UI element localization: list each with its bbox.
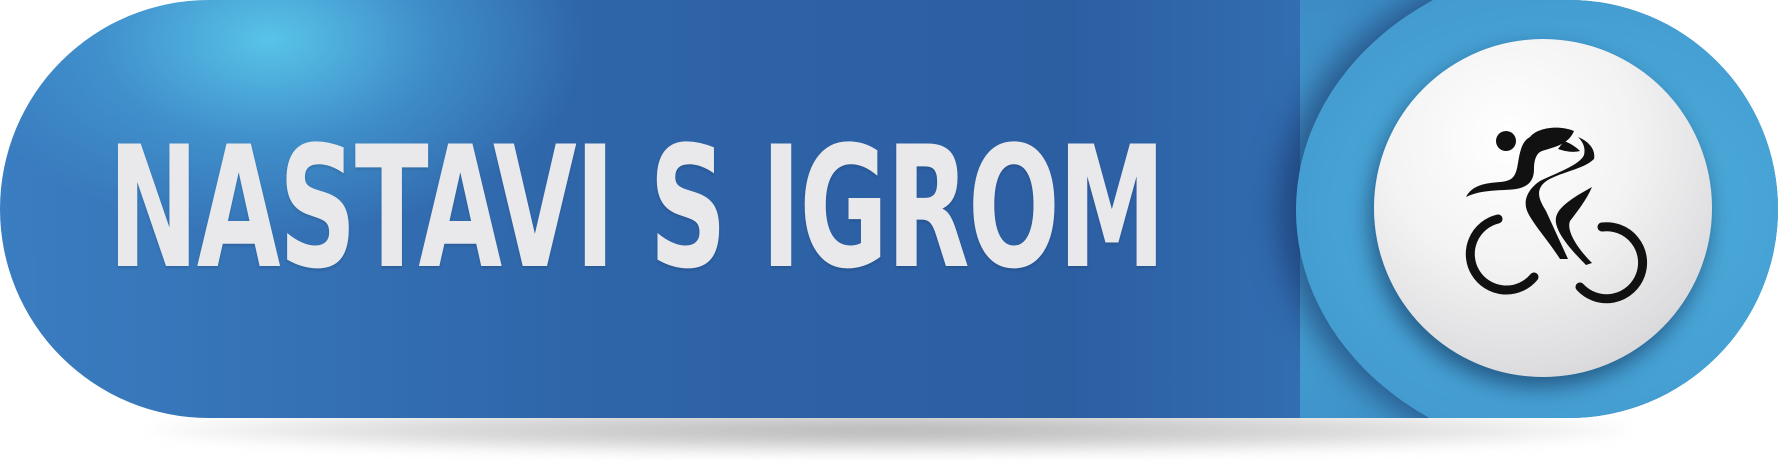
cyclist-icon <box>1465 127 1648 304</box>
button-label: NASTAVI S IGROM <box>108 110 1166 306</box>
icon-disc <box>1374 39 1712 377</box>
continue-game-button[interactable]: NASTAVI S IGROM <box>0 0 1778 418</box>
